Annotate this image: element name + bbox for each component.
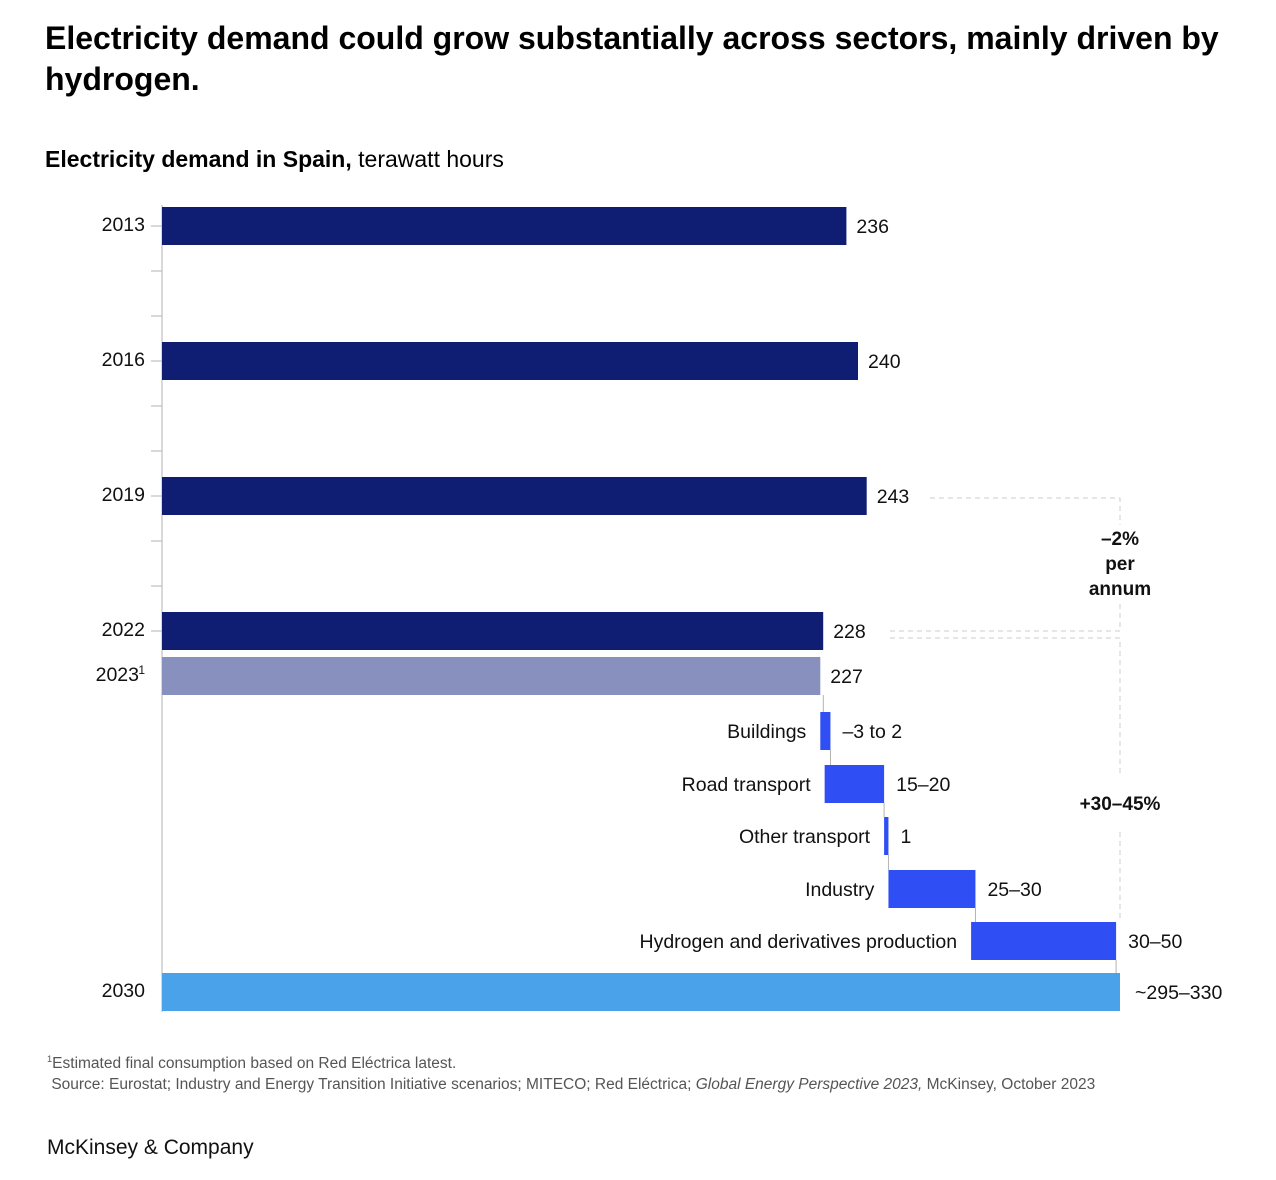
year-label-2016: 2016	[102, 349, 145, 371]
increment-name-2: Other transport	[739, 826, 871, 848]
data-label-2030: ~295–330	[1135, 982, 1222, 1004]
year-label-2013: 2013	[102, 214, 145, 236]
brand-name: McKinsey & Company	[47, 1136, 254, 1159]
annotation-decline-line: annum	[1089, 579, 1151, 600]
bar-2030-projection	[162, 973, 1120, 1011]
bar-2016	[162, 342, 858, 380]
bar-increment-1	[824, 765, 885, 803]
increment-label-0: –3 to 2	[842, 721, 902, 743]
bracket-decline-top	[930, 497, 1121, 525]
bar-2013	[162, 207, 847, 245]
increment-label-3: 25–30	[987, 879, 1041, 901]
bar-increment-0	[820, 712, 831, 750]
chart-subtitle: Electricity demand in Spain, terawatt ho…	[45, 146, 504, 173]
increment-name-3: Industry	[805, 879, 875, 901]
annotation-growth: +30–45%	[1080, 794, 1161, 815]
increment-name-0: Buildings	[727, 721, 806, 743]
subtitle-bold: Electricity demand in Spain,	[45, 146, 352, 172]
footnote-estimate: 1Estimated final consumption based on Re…	[47, 1054, 457, 1073]
chart-title: Electricity demand could grow substantia…	[45, 20, 1219, 97]
bar-increment-2	[884, 817, 889, 855]
year-label-2023: 2023	[96, 664, 139, 686]
increment-label-1: 15–20	[896, 774, 950, 796]
year-label-2019: 2019	[102, 484, 145, 506]
bar-increment-3	[888, 870, 976, 908]
bar-2023-estimate	[162, 657, 821, 695]
data-label-2016: 240	[868, 351, 901, 373]
bracket-decline-bottom	[890, 604, 1121, 632]
year-label-2022: 2022	[102, 619, 145, 641]
bar-increment-4	[971, 922, 1117, 960]
year-label-2030: 2030	[102, 980, 146, 1002]
annotation-decline-line: per	[1105, 554, 1135, 575]
footnote: 1Estimated final consumption based on Re…	[47, 1049, 1095, 1095]
data-label-2019: 243	[877, 486, 910, 508]
subtitle-unit: terawatt hours	[358, 146, 504, 172]
increment-name-4: Hydrogen and derivatives production	[639, 931, 957, 953]
bracket-growth-top	[890, 637, 1121, 776]
data-label-2022: 228	[833, 621, 866, 643]
bar-2019	[162, 477, 867, 515]
year-label-2023-marker: 1	[138, 663, 145, 677]
increment-label-4: 30–50	[1128, 931, 1182, 953]
bar-2022	[162, 612, 824, 650]
increment-label-2: 1	[900, 826, 911, 848]
footnote-source: Source: Eurostat; Industry and Energy Tr…	[51, 1076, 1096, 1094]
increment-name-1: Road transport	[682, 774, 812, 796]
annotation-decline-line: –2%	[1101, 529, 1139, 550]
data-label-2023: 227	[830, 666, 863, 688]
data-label-2013: 236	[856, 216, 889, 238]
